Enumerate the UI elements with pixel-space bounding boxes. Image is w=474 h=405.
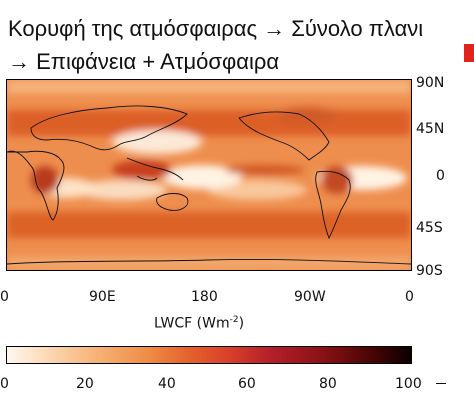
australia-outline [156,193,189,211]
lon-label-0-right: 0 [405,289,414,305]
accent-marker [464,44,474,62]
lat-label-45n: 45N [416,121,445,137]
colorbar [6,346,412,364]
slide-title-line-2: → Επιφάνεια + Ατμόσφαιρα [8,49,280,74]
colorbar-tick-20: 20 [76,376,94,392]
axis-title-main: LWCF (Wm [154,315,230,332]
colorbar-dash [436,383,446,384]
north-america-outline [238,111,330,161]
colorbar-tick-0: 0 [0,376,9,392]
map-svg [7,80,411,270]
map-field [7,80,411,270]
eurasia-outline [30,105,188,151]
colorbar-tick-80: 80 [319,376,337,392]
colorbar-tick-100: 100 [395,376,422,392]
lat-label-0: 0 [436,168,445,184]
colorbar-tick-40: 40 [158,376,176,392]
maritime-continent-outline [126,157,184,181]
map-axis-title: LWCF (Wm-2) [154,312,244,332]
lon-label-90e: 90E [89,289,116,305]
lat-label-45s: 45S [416,220,443,236]
axis-title-exponent: -2 [229,315,239,325]
coastlines [7,105,411,265]
africa-outline [7,150,65,221]
antarctica-outline [7,259,411,265]
lon-label-90w: 90W [294,289,326,305]
axis-title-close: ) [238,315,245,332]
lon-label-180: 180 [191,289,218,305]
south-america-outline [315,170,351,240]
lat-label-90s: 90S [416,263,443,279]
lat-label-90n: 90N [416,75,445,91]
lwcf-map [6,79,412,271]
slide-title-line-1: Κορυφή της ατμόσφαιρας → Σύνολο πλανι [8,16,424,41]
lon-label-0-left: 0 [0,289,9,305]
colorbar-tick-60: 60 [238,376,256,392]
